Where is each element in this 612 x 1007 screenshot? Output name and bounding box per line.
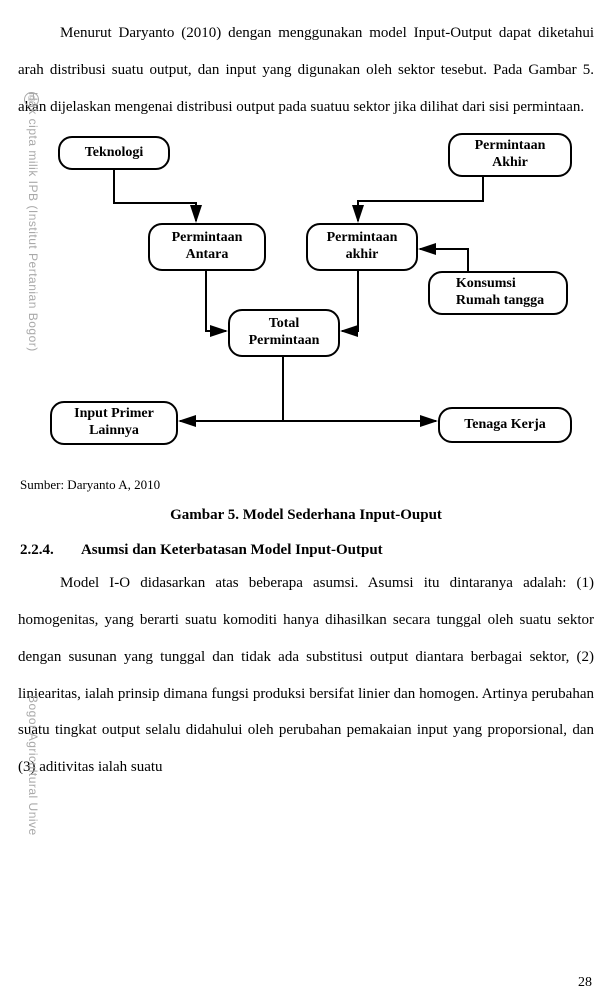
source-caption: Sumber: Daryanto A, 2010: [20, 477, 594, 493]
node-konsumsi: Konsumsi Rumah tangga: [428, 271, 568, 315]
section-title: Asumsi dan Keterbatasan Model Input-Outp…: [81, 542, 383, 558]
flowchart-diagram: Teknologi Permintaan Akhir Permintaan An…: [18, 131, 588, 471]
page: © Hak cipta milik IPB (Institut Pertania…: [0, 15, 612, 1007]
watermark-line-2: Bogor Agricultural Unive: [26, 695, 40, 836]
page-number: 28: [578, 975, 592, 991]
node-permintaan-akhir-top: Permintaan Akhir: [448, 133, 572, 177]
section-heading: 2.2.4. Asumsi dan Keterbatasan Model Inp…: [20, 542, 594, 559]
node-permintaan-antara: Permintaan Antara: [148, 223, 266, 271]
node-teknologi: Teknologi: [58, 136, 170, 170]
paragraph-2: Model I-O didasarkan atas beberapa asums…: [18, 565, 594, 786]
node-total-permintaan: Total Permintaan: [228, 309, 340, 357]
node-permintaan-akhir-mid: Permintaan akhir: [306, 223, 418, 271]
figure-caption: Gambar 5. Model Sederhana Input-Ouput: [18, 507, 594, 524]
node-tenaga-kerja: Tenaga Kerja: [438, 407, 572, 443]
paragraph-1: Menurut Daryanto (2010) dengan menggunak…: [18, 15, 594, 125]
node-input-primer: Input Primer Lainnya: [50, 401, 178, 445]
section-number: 2.2.4.: [20, 542, 78, 559]
